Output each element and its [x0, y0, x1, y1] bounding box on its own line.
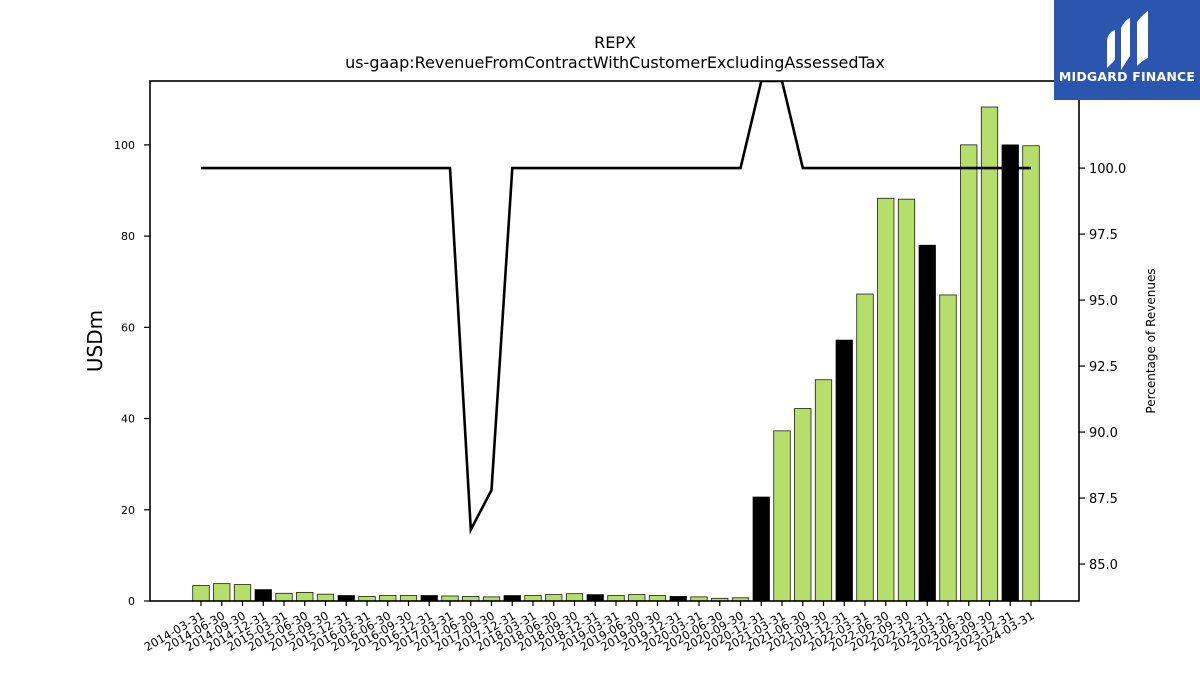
bar-2022-03-31	[856, 293, 874, 602]
y-tick-label: 80	[121, 230, 135, 243]
y2-tick-label: 97.5	[1089, 228, 1118, 243]
y2-tick-label: 100.0	[1089, 162, 1126, 177]
bar-2021-06-30	[794, 408, 812, 602]
bar-2018-09-30	[565, 593, 584, 602]
chart-title: REPX	[594, 33, 636, 52]
bar-2022-06-30	[877, 197, 895, 602]
bar-2021-03-31	[773, 430, 791, 602]
bar-2023-06-30	[960, 144, 978, 602]
y-axis: 0 20 40 60 80 100	[114, 139, 150, 608]
y-tick-label: 0	[128, 595, 135, 608]
y-tick-label: 60	[121, 321, 135, 334]
x-axis: 2014-03-312014-06-302014-09-302014-12-31…	[142, 601, 1037, 654]
bar-2016-06-30	[379, 595, 397, 602]
bar-2015-12-31	[337, 595, 355, 602]
logo-mark-icon	[1107, 11, 1148, 70]
y-tick-label: 100	[114, 139, 135, 152]
bar-2024-03-31	[1022, 145, 1040, 602]
bar-2016-12-31	[420, 595, 438, 602]
bar-2019-03-31	[607, 595, 625, 602]
bar-2018-06-30	[545, 594, 563, 602]
y2-tick-label: 87.5	[1089, 492, 1118, 507]
y-tick-label: 20	[121, 504, 135, 517]
bar-2020-12-31	[752, 496, 770, 602]
y-tick-label: 40	[121, 413, 135, 426]
y2-axis: 85.0 87.5 90.0 92.5 95.0 97.5 100.0	[1079, 162, 1126, 573]
bar-2017-12-31	[503, 595, 521, 602]
bar-2021-09-30	[814, 379, 833, 602]
bar-2023-12-31	[1001, 144, 1019, 602]
bar-2023-09-30	[980, 106, 999, 602]
plot-frame	[149, 80, 1080, 602]
y2-tick-label: 85.0	[1089, 558, 1118, 573]
bar-2023-03-31	[939, 294, 957, 602]
logo-text: MIDGARD FINANCE	[1059, 69, 1195, 84]
y2-tick-label: 95.0	[1089, 294, 1118, 309]
bar-2019-09-30	[648, 595, 667, 602]
chart-subtitle: us-gaap:RevenueFromContractWithCustomerE…	[345, 53, 885, 72]
bars-layer	[192, 106, 1040, 602]
y2-tick-label: 90.0	[1089, 426, 1118, 441]
bar-2022-09-30	[897, 198, 916, 602]
bar-2018-12-31	[586, 594, 604, 602]
bar-2014-03-31	[192, 585, 210, 602]
y2-axis-label: Percentage of Revenues	[1144, 268, 1158, 413]
bar-2019-06-30	[628, 594, 646, 602]
bar-2014-06-30	[213, 583, 231, 602]
bar-2018-03-31	[524, 595, 542, 602]
bar-2015-03-31	[275, 592, 293, 602]
bar-2016-09-30	[399, 595, 418, 602]
bar-2021-12-31	[835, 339, 853, 602]
bar-2015-09-30	[316, 593, 335, 602]
y2-tick-label: 92.5	[1089, 360, 1118, 375]
bar-2022-12-31	[918, 244, 936, 602]
midgard-finance-logo: MIDGARD FINANCE	[1054, 0, 1200, 100]
bar-2014-09-30	[233, 584, 252, 602]
y-axis-label: USDm	[83, 310, 107, 372]
bar-2014-12-31	[254, 589, 272, 602]
percentage-line	[201, 81, 1031, 535]
line-layer	[201, 81, 1031, 535]
bar-2015-06-30	[296, 591, 314, 602]
